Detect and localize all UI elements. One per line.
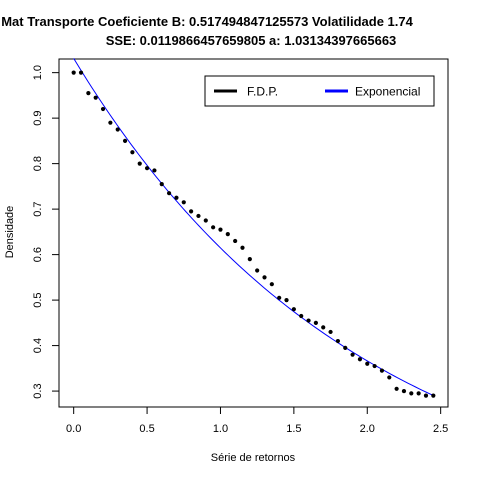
legend-label-fdp: F.D.P. (247, 85, 278, 99)
data-point (394, 386, 399, 391)
data-point (152, 168, 157, 173)
data-point (203, 218, 208, 223)
data-point (350, 352, 355, 357)
chart-title-line-1: / Mat Transporte Coeficiente B: 0.517494… (0, 14, 414, 29)
data-point (196, 213, 201, 219)
x-tick-label: 1.0 (213, 423, 228, 435)
data-point (365, 361, 370, 366)
data-point (137, 161, 142, 166)
data-point (431, 393, 436, 398)
data-point (416, 391, 421, 396)
y-tick-label: 0.3 (32, 383, 44, 398)
x-tick-label: 1.5 (286, 423, 301, 435)
y-tick-label: 0.9 (32, 110, 44, 125)
y-tick-label: 0.6 (32, 247, 44, 262)
data-point (313, 320, 318, 325)
data-point (144, 166, 150, 171)
data-point (86, 91, 91, 96)
data-point (130, 150, 135, 155)
data-point (328, 329, 333, 335)
data-point (277, 295, 282, 300)
data-point (181, 200, 186, 205)
data-point (284, 297, 289, 303)
data-point (78, 70, 84, 75)
data-point (174, 195, 179, 200)
legend-label-exponencial: Exponencial (355, 85, 420, 99)
data-point (218, 227, 223, 232)
y-tick-label: 0.8 (32, 156, 44, 171)
data-point (409, 391, 414, 396)
data-point (108, 120, 113, 125)
data-point (240, 245, 245, 250)
data-point (159, 181, 164, 187)
y-tick-label: 0.7 (32, 201, 44, 216)
data-point (306, 318, 311, 323)
data-point (299, 313, 304, 319)
legend: F.D.P. Exponencial (204, 75, 435, 107)
data-point (233, 238, 238, 244)
x-tick-label: 0.0 (66, 423, 81, 435)
data-point (343, 345, 348, 350)
data-point (262, 275, 267, 280)
data-point (122, 138, 128, 143)
x-tick-label: 2.5 (433, 423, 448, 435)
x-axis-label: Série de retornos (211, 452, 296, 464)
chart-title-line-2: SSE: 0.0119866457659805 a: 1.03134397665… (106, 33, 397, 48)
y-axis: 0.3 0.4 0.5 0.6 0.7 0.8 0.9 1.0 (32, 65, 60, 399)
data-point (357, 357, 363, 362)
data-point (379, 368, 385, 373)
data-point (401, 388, 407, 394)
y-axis-label: Densidade (4, 206, 16, 259)
legend-box (204, 75, 435, 107)
data-point (423, 393, 429, 398)
data-point (387, 375, 392, 380)
data-point (335, 338, 341, 344)
data-point (321, 325, 326, 330)
data-point (211, 225, 216, 230)
data-point (255, 268, 260, 273)
data-point (225, 232, 230, 237)
data-point (100, 106, 106, 112)
y-tick-label: 0.4 (32, 338, 44, 353)
y-tick-label: 0.5 (32, 292, 44, 307)
data-point (189, 209, 194, 214)
x-tick-label: 0.5 (139, 423, 154, 435)
data-point (115, 127, 120, 132)
x-tick-label: 2.0 (360, 423, 375, 435)
data-point (291, 307, 296, 312)
data-point (269, 282, 274, 287)
data-point (372, 363, 377, 369)
data-point (247, 257, 252, 262)
series-fdp (71, 70, 436, 398)
data-point (166, 191, 172, 196)
x-axis: 0.0 0.5 1.0 1.5 2.0 2.5 (66, 406, 448, 435)
data-point (93, 95, 98, 100)
y-tick-label: 1.0 (32, 65, 44, 80)
data-point (71, 70, 76, 75)
